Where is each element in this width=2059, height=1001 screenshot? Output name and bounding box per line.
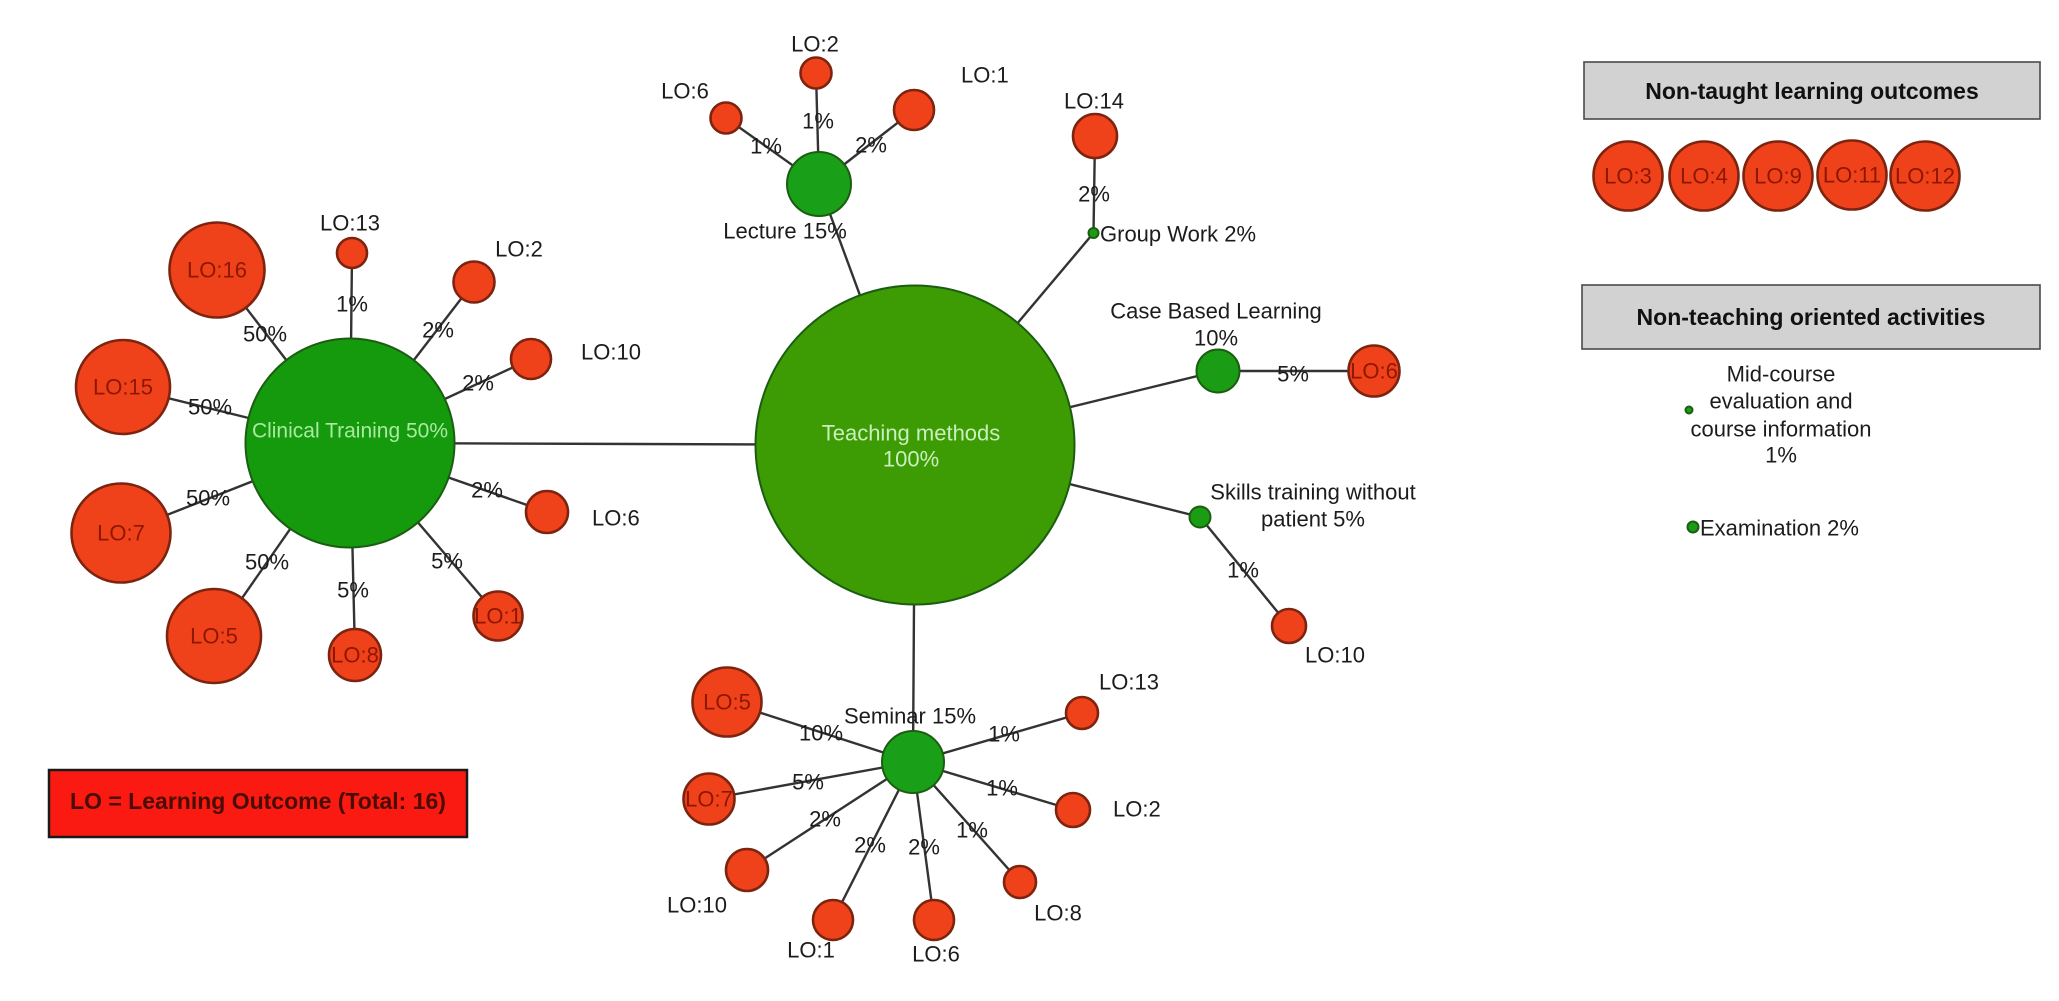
svg-text:LO:2: LO:2 [1113, 797, 1161, 822]
svg-text:2%: 2% [1078, 182, 1110, 207]
svg-text:LO:6: LO:6 [592, 506, 640, 531]
svg-text:LO:11: LO:11 [1823, 163, 1881, 188]
svg-text:100%: 100% [883, 447, 939, 472]
svg-text:Mid-course: Mid-course [1727, 362, 1836, 387]
svg-text:Group Work 2%: Group Work 2% [1100, 222, 1256, 247]
svg-text:LO:16: LO:16 [187, 258, 247, 283]
svg-text:LO:13: LO:13 [1099, 670, 1159, 695]
svg-text:1%: 1% [750, 134, 782, 159]
svg-text:LO:12: LO:12 [1895, 164, 1955, 189]
svg-text:50%: 50% [245, 550, 289, 575]
svg-text:Examination 2%: Examination 2% [1700, 516, 1859, 541]
svg-text:LO:8: LO:8 [331, 643, 379, 668]
svg-text:LO:5: LO:5 [190, 624, 238, 649]
svg-text:LO:7: LO:7 [685, 787, 733, 812]
svg-text:5%: 5% [792, 770, 824, 795]
svg-text:Non-taught learning outcomes: Non-taught learning outcomes [1645, 78, 1979, 104]
svg-text:evaluation and: evaluation and [1709, 389, 1852, 414]
svg-text:LO:2: LO:2 [791, 32, 839, 57]
svg-text:LO:6: LO:6 [912, 942, 960, 967]
svg-text:10%: 10% [799, 721, 843, 746]
svg-text:LO:5: LO:5 [703, 690, 751, 715]
svg-text:Clinical Training 50%: Clinical Training 50% [252, 420, 448, 443]
svg-text:2%: 2% [855, 133, 887, 158]
svg-text:10%: 10% [1194, 326, 1238, 351]
svg-text:LO:14: LO:14 [1064, 89, 1124, 114]
svg-text:LO:4: LO:4 [1680, 164, 1728, 189]
svg-text:2%: 2% [422, 318, 454, 343]
svg-text:Skills training without: Skills training without [1210, 480, 1415, 505]
svg-text:2%: 2% [462, 371, 494, 396]
svg-text:1%: 1% [1227, 558, 1259, 583]
svg-text:LO:2: LO:2 [495, 237, 543, 262]
svg-text:50%: 50% [188, 395, 232, 420]
svg-text:LO:6: LO:6 [661, 79, 709, 104]
svg-text:2%: 2% [471, 478, 503, 503]
svg-text:1%: 1% [1765, 443, 1797, 468]
svg-text:LO:10: LO:10 [581, 340, 641, 365]
svg-text:LO:15: LO:15 [93, 375, 153, 400]
svg-text:LO:1: LO:1 [961, 63, 1009, 88]
svg-text:50%: 50% [186, 486, 230, 511]
svg-text:LO:6: LO:6 [1350, 359, 1398, 384]
svg-text:50%: 50% [243, 322, 287, 347]
svg-text:2%: 2% [854, 833, 886, 858]
svg-text:2%: 2% [908, 835, 940, 860]
svg-text:Case Based Learning: Case Based Learning [1110, 299, 1322, 324]
svg-text:Lecture 15%: Lecture 15% [723, 219, 847, 244]
svg-text:1%: 1% [956, 818, 988, 843]
svg-text:Non-teaching oriented activiti: Non-teaching oriented activities [1637, 304, 1986, 330]
svg-text:1%: 1% [986, 776, 1018, 801]
svg-text:5%: 5% [337, 578, 369, 603]
svg-text:LO:7: LO:7 [97, 521, 145, 546]
svg-text:patient 5%: patient 5% [1261, 507, 1365, 532]
svg-text:LO:10: LO:10 [1305, 643, 1365, 668]
svg-text:Teaching methods: Teaching methods [822, 421, 1001, 446]
svg-text:2%: 2% [809, 807, 841, 832]
svg-text:LO:1: LO:1 [474, 604, 522, 629]
svg-text:LO:3: LO:3 [1604, 164, 1652, 189]
svg-text:Seminar 15%: Seminar 15% [844, 704, 976, 729]
svg-text:LO:10: LO:10 [667, 893, 727, 918]
svg-text:1%: 1% [988, 722, 1020, 747]
svg-text:LO:9: LO:9 [1754, 164, 1802, 189]
svg-text:1%: 1% [802, 109, 834, 134]
svg-text:course information: course information [1691, 417, 1872, 442]
svg-text:1%: 1% [336, 292, 368, 317]
svg-text:LO = Learning Outcome (Total:: LO = Learning Outcome (Total: 16) [70, 788, 446, 814]
svg-text:LO:8: LO:8 [1034, 901, 1082, 926]
svg-text:5%: 5% [431, 549, 463, 574]
svg-text:LO:13: LO:13 [320, 211, 380, 236]
svg-text:5%: 5% [1277, 362, 1309, 387]
svg-text:LO:1: LO:1 [787, 938, 835, 963]
